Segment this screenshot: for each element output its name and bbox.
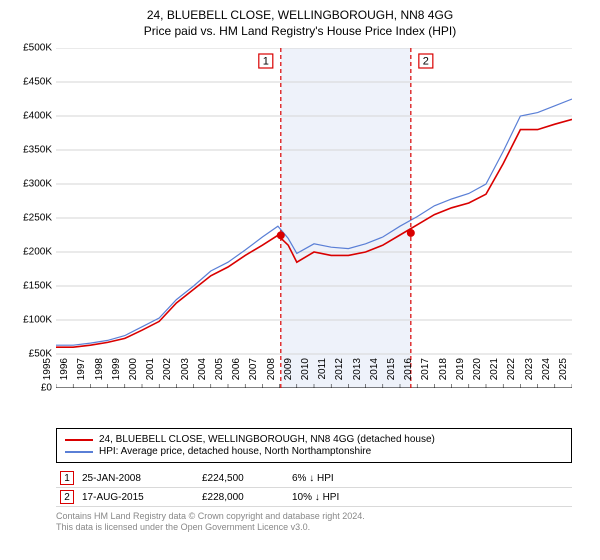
x-tick-label: 1998 (94, 358, 105, 380)
x-tick-label: 1995 (42, 358, 53, 380)
legend: 24, BLUEBELL CLOSE, WELLINGBOROUGH, NN8 … (56, 428, 572, 463)
sale-table: 1 25-JAN-2008£224,5006% ↓ HPI 2 17-AUG-2015… (56, 469, 572, 507)
x-tick-label: 2006 (231, 358, 242, 380)
x-tick-label: 2002 (162, 358, 173, 380)
x-tick-label: 1999 (111, 358, 122, 380)
x-tick-label: 2022 (506, 358, 517, 380)
chart: 12 £0£50K£100K£150K£200K£250K£300K£350K£… (56, 48, 572, 388)
y-tick-label: £300K (8, 179, 52, 190)
plot-svg: 12 (56, 48, 572, 388)
footer-line2: This data is licensed under the Open Gov… (56, 522, 572, 533)
y-tick-label: £500K (8, 43, 52, 54)
x-tick-label: 2017 (420, 358, 431, 380)
footer: Contains HM Land Registry data © Crown c… (56, 511, 572, 534)
legend-label: 24, BLUEBELL CLOSE, WELLINGBOROUGH, NN8 … (99, 434, 435, 445)
y-tick-label: £250K (8, 213, 52, 224)
x-tick-label: 2016 (403, 358, 414, 380)
x-tick-label: 2001 (145, 358, 156, 380)
sale-row: 1 25-JAN-2008£224,5006% ↓ HPI (56, 469, 572, 488)
x-tick-label: 2013 (352, 358, 363, 380)
y-tick-label: £200K (8, 247, 52, 258)
x-tick-label: 2012 (334, 358, 345, 380)
x-tick-label: 2021 (489, 358, 500, 380)
x-tick-label: 2007 (248, 358, 259, 380)
legend-swatch (65, 439, 93, 441)
sale-price: £224,500 (202, 473, 292, 484)
x-tick-label: 2025 (558, 358, 569, 380)
x-tick-label: 2014 (369, 358, 380, 380)
x-tick-label: 2008 (266, 358, 277, 380)
legend-swatch (65, 451, 93, 453)
footer-line1: Contains HM Land Registry data © Crown c… (56, 511, 572, 522)
title-line1: 24, BLUEBELL CLOSE, WELLINGBOROUGH, NN8 … (10, 8, 590, 22)
y-tick-label: £150K (8, 281, 52, 292)
x-tick-label: 2005 (214, 358, 225, 380)
x-tick-label: 2000 (128, 358, 139, 380)
x-tick-label: 2023 (524, 358, 535, 380)
sale-delta: 10% ↓ HPI (292, 492, 572, 503)
legend-label: HPI: Average price, detached house, Nort… (99, 446, 371, 457)
x-tick-label: 1996 (59, 358, 70, 380)
sale-delta: 6% ↓ HPI (292, 473, 572, 484)
legend-item: 24, BLUEBELL CLOSE, WELLINGBOROUGH, NN8 … (65, 434, 563, 445)
x-tick-label: 2010 (300, 358, 311, 380)
sale-index-box: 1 (60, 471, 74, 485)
sale-index-box: 2 (60, 490, 74, 504)
x-tick-label: 2018 (438, 358, 449, 380)
svg-text:2: 2 (423, 55, 429, 67)
x-tick-label: 1997 (76, 358, 87, 380)
y-tick-label: £100K (8, 315, 52, 326)
svg-text:1: 1 (263, 55, 269, 67)
x-tick-label: 2019 (455, 358, 466, 380)
legend-item: HPI: Average price, detached house, Nort… (65, 446, 563, 457)
title-line2: Price paid vs. HM Land Registry's House … (10, 24, 590, 38)
y-tick-label: £350K (8, 145, 52, 156)
x-tick-label: 2011 (317, 358, 328, 380)
sale-price: £228,000 (202, 492, 292, 503)
sale-date: 17-AUG-2015 (82, 492, 202, 503)
x-tick-label: 2024 (541, 358, 552, 380)
x-tick-label: 2003 (180, 358, 191, 380)
x-tick-label: 2015 (386, 358, 397, 380)
x-tick-label: 2004 (197, 358, 208, 380)
sale-date: 25-JAN-2008 (82, 473, 202, 484)
x-tick-label: 2009 (283, 358, 294, 380)
y-tick-label: £450K (8, 77, 52, 88)
x-tick-label: 2020 (472, 358, 483, 380)
sale-row: 2 17-AUG-2015£228,00010% ↓ HPI (56, 488, 572, 507)
y-tick-label: £400K (8, 111, 52, 122)
